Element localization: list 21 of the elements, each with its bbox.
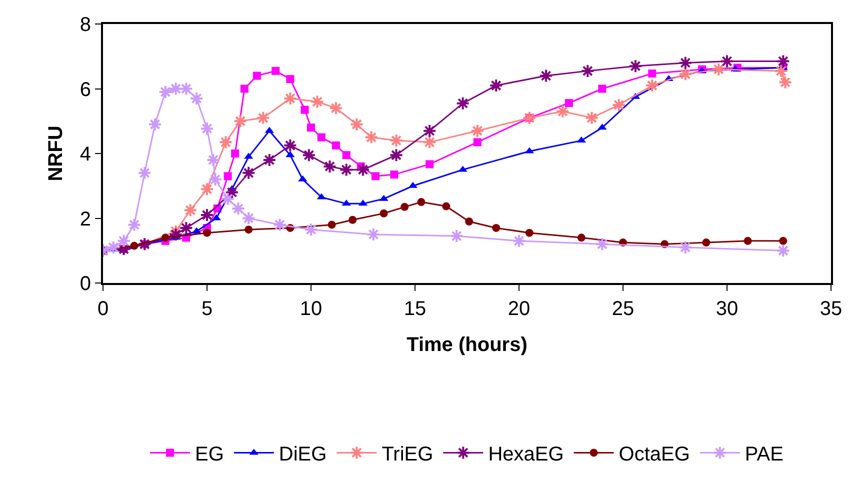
- x-tick-label: 0: [97, 298, 109, 320]
- x-tick-label: 30: [716, 298, 738, 320]
- x-tick-label: 15: [404, 298, 426, 320]
- y-tick-label: 0: [80, 273, 91, 295]
- y-axis-title: NRFU: [44, 126, 67, 182]
- legend-label: HexaEG: [488, 444, 564, 466]
- x-tick-label: 5: [201, 298, 213, 320]
- x-tick-label: 35: [820, 298, 842, 320]
- legend-label: PAE: [744, 444, 784, 466]
- x-tick-label: 25: [612, 298, 634, 320]
- y-tick-label: 8: [80, 14, 91, 36]
- y-tick-label: 6: [80, 78, 91, 101]
- x-tick-label: 20: [508, 298, 530, 320]
- legend-label: TriEG: [382, 444, 434, 466]
- legend-label: EG: [195, 444, 224, 466]
- legend-label: DiEG: [278, 444, 327, 466]
- y-tick-label: 2: [80, 208, 91, 230]
- x-tick-label: 10: [300, 298, 322, 320]
- legend-label: OctaEG: [618, 444, 690, 466]
- x-axis-title: Time (hours): [406, 334, 528, 356]
- y-tick-label: 4: [80, 144, 91, 166]
